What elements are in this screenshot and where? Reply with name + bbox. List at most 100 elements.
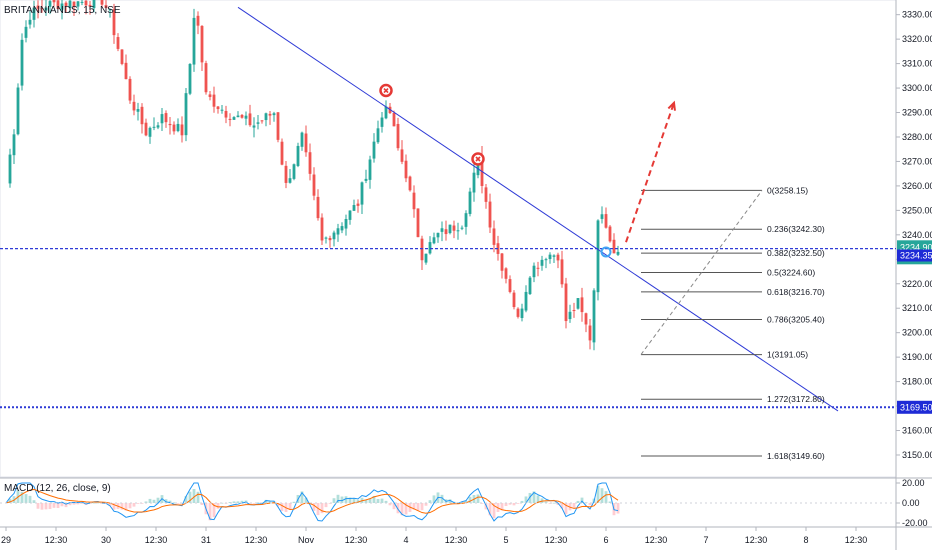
candle-body xyxy=(52,0,56,3)
macd-y-tick-label: 0.00 xyxy=(902,498,920,508)
macd-bar xyxy=(56,503,60,509)
x-tick-label: Nov xyxy=(298,535,315,545)
candle xyxy=(176,118,180,133)
candle-body xyxy=(588,325,592,341)
macd-bar xyxy=(316,503,320,516)
candle-body xyxy=(436,232,440,238)
candle xyxy=(84,0,88,15)
macd-bar xyxy=(384,500,388,503)
candle xyxy=(140,103,144,134)
candle-body xyxy=(524,291,528,311)
macd-bar xyxy=(144,501,148,503)
candle-body xyxy=(300,132,304,147)
macd-bar xyxy=(616,503,620,514)
y-tick-label: 3190.00 xyxy=(902,352,932,362)
y-tick-label: 3220.00 xyxy=(902,279,932,289)
macd-bar xyxy=(36,503,40,509)
candle-body xyxy=(220,109,224,111)
last-price-tag: 3234.90 xyxy=(900,242,932,252)
candle xyxy=(248,104,252,127)
macd-bar xyxy=(64,503,68,508)
candle-body xyxy=(488,201,492,228)
macd-bar xyxy=(280,503,284,511)
macd-bar xyxy=(604,491,608,503)
candle-body xyxy=(576,298,580,309)
candle xyxy=(24,20,28,43)
macd-bar xyxy=(216,503,220,509)
candle-body xyxy=(132,101,136,111)
macd-bar xyxy=(388,503,392,506)
macd-bar xyxy=(412,503,416,510)
candle-body xyxy=(32,7,36,20)
candle-body xyxy=(312,174,316,196)
candle-body xyxy=(128,78,132,101)
candle-body xyxy=(540,259,544,266)
candle xyxy=(540,255,544,271)
macd-bar xyxy=(232,501,236,503)
candle xyxy=(196,11,200,35)
candle-body xyxy=(272,113,276,116)
support-level-tag: 3169.50 xyxy=(900,402,932,412)
candle-body xyxy=(424,253,428,263)
candle xyxy=(400,140,404,165)
candle xyxy=(484,184,488,209)
candle-body xyxy=(544,259,548,261)
macd-bar xyxy=(24,494,28,503)
macd-bar xyxy=(48,503,52,510)
candle xyxy=(524,285,528,313)
candle-body xyxy=(252,125,256,128)
candle xyxy=(276,112,280,143)
candle-body xyxy=(340,226,344,231)
y-tick-label: 3300.00 xyxy=(902,83,932,93)
macd-bar xyxy=(492,503,496,519)
macd-bar xyxy=(372,495,376,503)
macd-bar xyxy=(8,498,12,503)
candle xyxy=(560,250,564,288)
macd-bar xyxy=(556,503,560,505)
candle-body xyxy=(192,17,196,65)
y-tick-label: 3200.00 xyxy=(902,328,932,338)
x-tick-label: 12:30 xyxy=(745,535,768,545)
x-tick-label: 31 xyxy=(201,535,211,545)
candle xyxy=(520,303,524,322)
macd-bar xyxy=(516,503,520,504)
y-tick-label: 3160.00 xyxy=(902,426,932,436)
candle-body xyxy=(240,114,244,118)
candle-body xyxy=(468,191,472,214)
candle-body xyxy=(224,110,228,118)
candle xyxy=(304,125,308,157)
candle-body xyxy=(16,87,20,135)
candle-body xyxy=(100,0,104,5)
candle-body xyxy=(612,239,616,254)
candle-body xyxy=(520,308,524,318)
candle-body xyxy=(492,228,496,245)
candle-body xyxy=(356,203,360,206)
candle-body xyxy=(284,165,288,183)
candle xyxy=(244,111,248,126)
macd-bar xyxy=(400,503,404,516)
fib-label: 0.5(3224.60) xyxy=(767,268,815,278)
macd-bar xyxy=(188,491,192,503)
candle xyxy=(572,302,576,318)
candle-body xyxy=(176,123,180,132)
candle xyxy=(268,110,272,125)
candle xyxy=(456,222,460,240)
candle xyxy=(212,86,216,113)
candle-body xyxy=(104,5,108,9)
fib-label: 0.786(3205.40) xyxy=(767,314,825,324)
y-tick-label: 3180.00 xyxy=(902,377,932,387)
candle-body xyxy=(608,226,612,242)
candle xyxy=(108,8,112,18)
candle-body xyxy=(148,127,152,137)
candle-body xyxy=(116,37,120,49)
x-tick-label: 6 xyxy=(603,535,608,545)
candle xyxy=(548,252,552,264)
candle xyxy=(284,160,288,189)
macd-bar xyxy=(152,499,156,503)
candle-body xyxy=(564,283,568,322)
candle-body xyxy=(280,141,284,165)
projection-arrow xyxy=(625,102,675,243)
candle-body xyxy=(420,238,424,261)
macd-bar xyxy=(356,499,360,503)
